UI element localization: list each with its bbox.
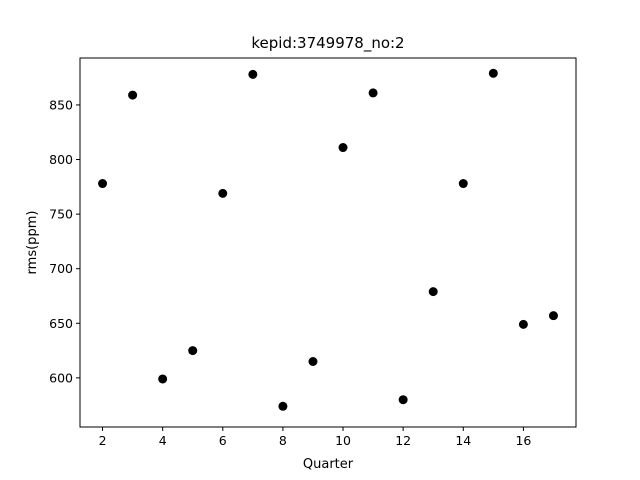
x-tick-label: 16	[515, 433, 531, 448]
data-point	[458, 179, 468, 189]
x-tick-label: 2	[99, 433, 107, 448]
y-axis: 600 650 700 750 800 850	[49, 97, 80, 385]
y-tick-label: 600	[49, 370, 73, 385]
data-point	[128, 90, 138, 100]
chart-title: kepid:3749978_no:2	[251, 34, 404, 53]
y-tick-label: 800	[49, 152, 73, 167]
data-point	[188, 346, 198, 356]
x-tick-label: 8	[279, 433, 287, 448]
data-point	[248, 69, 258, 79]
y-axis-label: rms(ppm)	[25, 211, 40, 275]
y-tick-label: 700	[49, 261, 73, 276]
y-tick-label: 750	[49, 207, 73, 222]
x-tick-label: 4	[159, 433, 167, 448]
data-points	[98, 68, 558, 411]
data-point	[368, 88, 378, 98]
data-point	[278, 401, 288, 411]
data-point	[158, 374, 168, 384]
data-point	[548, 311, 558, 321]
x-tick-label: 14	[455, 433, 471, 448]
data-point	[518, 319, 528, 329]
x-tick-label: 12	[395, 433, 411, 448]
data-point	[398, 395, 408, 405]
data-point	[338, 143, 348, 153]
y-tick-label: 650	[49, 316, 73, 331]
x-axis-label: Quarter	[303, 457, 354, 472]
plot-frame	[79, 57, 577, 428]
data-point	[308, 356, 318, 366]
data-point	[218, 188, 228, 198]
x-tick-label: 6	[219, 433, 227, 448]
data-point	[428, 287, 438, 297]
data-point	[488, 68, 498, 78]
x-axis: 2 4 6 8 10 12 14 16	[99, 427, 531, 448]
data-point	[98, 179, 108, 189]
x-tick-label: 10	[335, 433, 351, 448]
y-tick-label: 850	[49, 97, 73, 112]
